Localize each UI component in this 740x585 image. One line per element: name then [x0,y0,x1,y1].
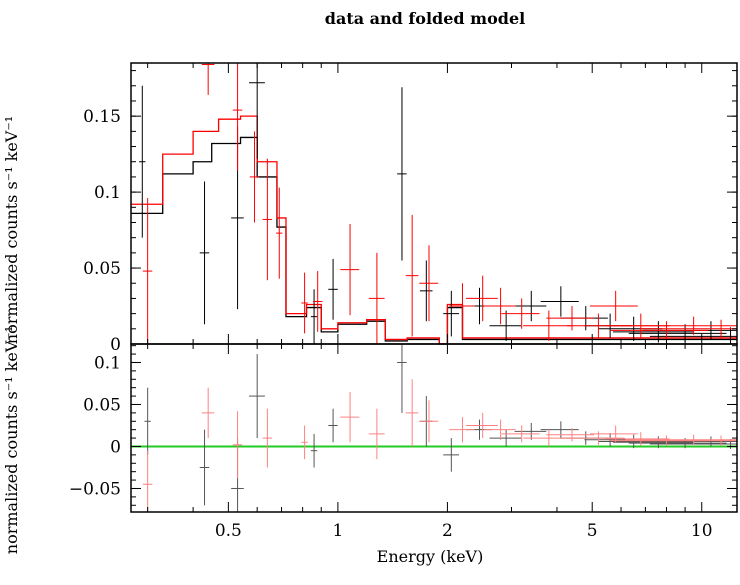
top-data-points [139,63,737,344]
model-step-black [131,136,737,345]
bottom-axis-ticks: −0.05 0 0.05 0.1 0.5 1 2 5 10 [69,344,737,541]
bottom-plot-frame [130,343,738,513]
top-plot-frame [130,62,738,345]
top-panel: 0 0.05 0.1 0.15 [83,62,738,355]
bottom-y-axis-label: normalized counts s⁻¹ keV⁻¹ [2,326,21,554]
bottom-x-tick-label: 1 [332,521,343,541]
bottom-y-tick-label: 0.05 [83,395,121,415]
bottom-panel: −0.05 0 0.05 0.1 0.5 1 2 5 10 [69,343,738,541]
bottom-x-tick-label: 5 [587,521,598,541]
top-y-tick-label: 0 [110,335,121,355]
chart-title: data and folded model [325,9,525,28]
top-y-tick-label: 0.1 [94,183,121,203]
bottom-y-tick-label: 0.1 [94,353,121,373]
bottom-y-tick-label: 0 [110,437,121,457]
bottom-data-points [142,344,737,512]
model-step-red [131,115,737,345]
top-model-lines [131,115,737,345]
top-y-tick-label: 0.15 [83,107,121,127]
top-y-axis-label: normalized counts s⁻¹ keV⁻¹ [2,116,21,344]
bottom-x-tick-label: 10 [691,521,713,541]
bottom-y-tick-label: −0.05 [69,479,121,499]
bottom-x-tick-label: 2 [442,521,453,541]
x-axis-label: Energy (keV) [377,547,484,566]
bottom-x-tick-label: 0.5 [215,521,242,541]
top-y-tick-label: 0.05 [83,259,121,279]
top-axis-ticks: 0 0.05 0.1 0.15 [83,63,737,355]
